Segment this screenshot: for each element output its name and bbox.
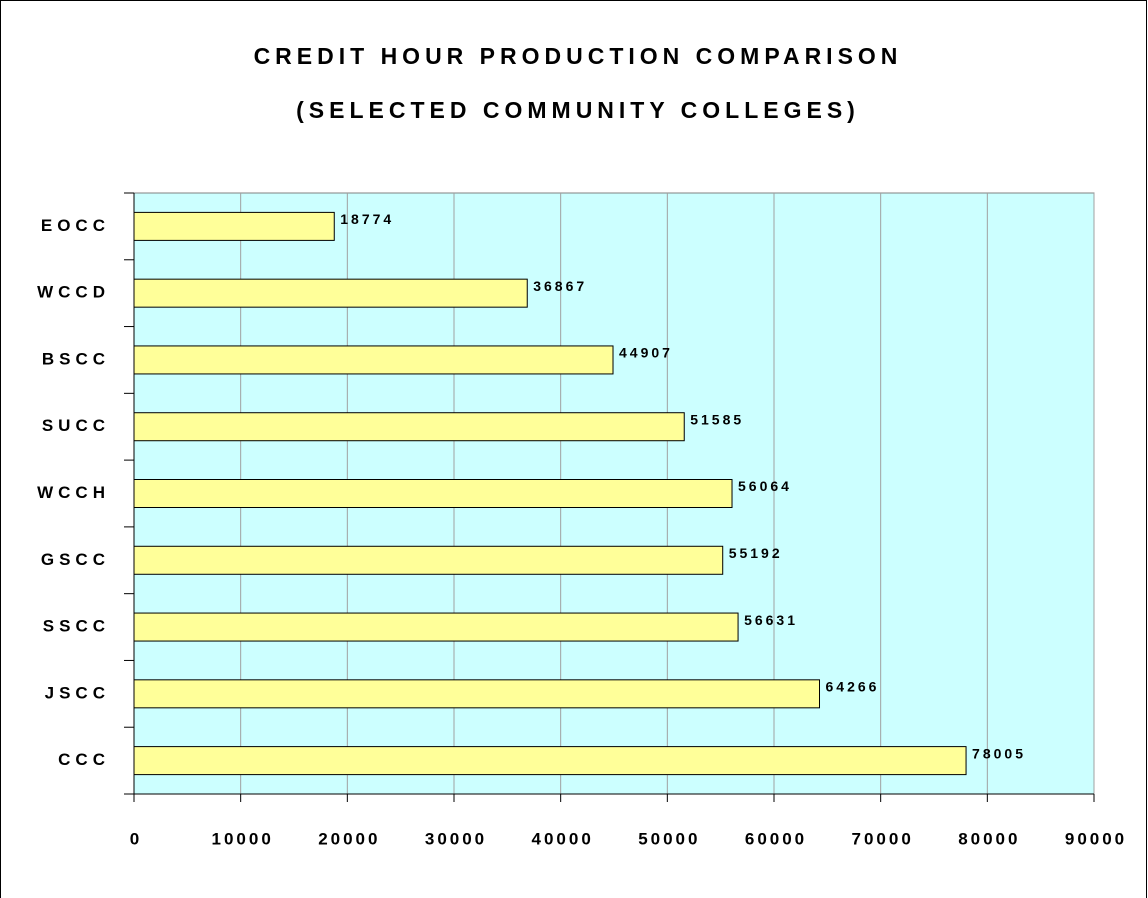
data-label: 44907	[619, 345, 673, 361]
data-label: 56064	[738, 478, 792, 494]
x-tick-label: 30000	[425, 829, 487, 848]
x-tick-label: 0	[130, 829, 142, 848]
data-label: 64266	[826, 679, 880, 695]
data-label: 55192	[729, 545, 783, 561]
x-tick-label: 70000	[852, 829, 914, 848]
bar	[133, 211, 335, 241]
bar	[133, 746, 967, 776]
chart-title: CREDIT HOUR PRODUCTION COMPARISON	[254, 43, 903, 69]
y-tick-label: WCCH	[37, 483, 110, 502]
bar	[133, 679, 821, 709]
x-tick-label: 80000	[958, 829, 1020, 848]
x-tick-label: 60000	[745, 829, 807, 848]
y-tick-label: JSCC	[45, 683, 110, 702]
bar	[133, 345, 614, 375]
bar	[133, 479, 733, 508]
chart-subtitle: (SELECTED COMMUNITY COLLEGES)	[296, 97, 860, 123]
data-label: 51585	[690, 411, 744, 427]
y-tick-label: EOCC	[41, 216, 110, 235]
data-label: 36867	[533, 278, 587, 294]
data-label: 78005	[972, 745, 1026, 761]
y-tick-label: SSCC	[43, 617, 110, 636]
data-label: 18774	[340, 211, 394, 227]
bar	[133, 412, 685, 442]
y-tick-label: WCCD	[37, 283, 110, 302]
bar	[133, 545, 724, 575]
x-tick-label: 20000	[318, 829, 380, 848]
x-tick-label: 90000	[1065, 829, 1127, 848]
data-label: 56631	[744, 612, 798, 628]
x-tick-label: 50000	[638, 829, 700, 848]
y-tick-label: SUCC	[42, 416, 110, 435]
y-tick-label: GSCC	[41, 550, 110, 569]
bar	[133, 612, 739, 642]
y-tick-label: BSCC	[42, 349, 110, 368]
x-tick-label: 10000	[212, 829, 274, 848]
y-tick-label: CCC	[58, 750, 110, 769]
bar	[133, 278, 528, 308]
x-tick-label: 40000	[532, 829, 594, 848]
